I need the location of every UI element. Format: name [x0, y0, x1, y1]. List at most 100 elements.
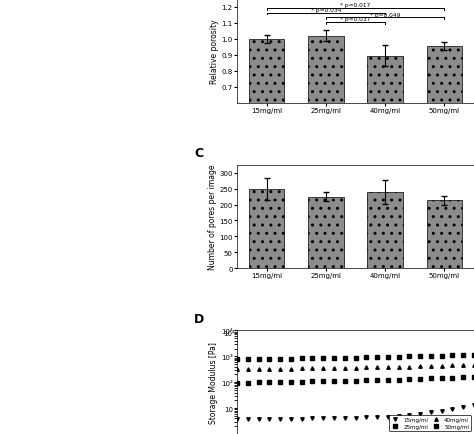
50mg/ml	[353, 355, 358, 360]
25mg/ml	[288, 379, 294, 385]
40mg/ml	[471, 362, 474, 368]
40mg/ml	[245, 367, 251, 372]
50mg/ml	[396, 354, 401, 359]
15mg/ml	[417, 411, 423, 417]
25mg/ml	[428, 376, 434, 381]
50mg/ml	[439, 353, 445, 358]
25mg/ml	[256, 380, 262, 385]
15mg/ml	[299, 416, 304, 421]
Bar	[367, 192, 403, 269]
25mg/ml	[331, 378, 337, 384]
Y-axis label: Number of pores per image: Number of pores per image	[208, 164, 217, 270]
15mg/ml	[277, 416, 283, 421]
50mg/ml	[374, 355, 380, 360]
50mg/ml	[266, 357, 272, 362]
15mg/ml	[353, 415, 358, 420]
15mg/ml	[471, 403, 474, 408]
25mg/ml	[450, 375, 456, 380]
Text: C: C	[194, 147, 203, 160]
Text: 10⁴: 10⁴	[223, 331, 235, 337]
15mg/ml	[407, 412, 412, 418]
Legend: 15mg/ml, 25mg/ml, 40mg/ml, 50mg/ml: 15mg/ml, 25mg/ml, 40mg/ml, 50mg/ml	[389, 415, 471, 431]
15mg/ml	[428, 410, 434, 415]
15mg/ml	[320, 416, 326, 421]
40mg/ml	[320, 366, 326, 371]
25mg/ml	[245, 380, 251, 385]
15mg/ml	[245, 416, 251, 421]
25mg/ml	[385, 377, 391, 382]
40mg/ml	[256, 367, 262, 372]
50mg/ml	[428, 354, 434, 359]
40mg/ml	[353, 365, 358, 370]
15mg/ml	[234, 416, 240, 421]
25mg/ml	[353, 378, 358, 383]
50mg/ml	[417, 354, 423, 359]
40mg/ml	[288, 366, 294, 372]
15mg/ml	[374, 414, 380, 420]
40mg/ml	[439, 363, 445, 368]
40mg/ml	[277, 366, 283, 372]
50mg/ml	[256, 357, 262, 362]
15mg/ml	[450, 406, 456, 411]
40mg/ml	[342, 365, 347, 371]
Text: D: D	[194, 312, 205, 326]
25mg/ml	[320, 379, 326, 384]
Line: 15mg/ml: 15mg/ml	[235, 404, 474, 421]
25mg/ml	[364, 378, 369, 383]
25mg/ml	[396, 377, 401, 382]
50mg/ml	[299, 356, 304, 361]
50mg/ml	[471, 352, 474, 358]
40mg/ml	[417, 364, 423, 369]
Line: 25mg/ml: 25mg/ml	[235, 375, 474, 385]
25mg/ml	[407, 377, 412, 382]
15mg/ml	[396, 413, 401, 418]
Y-axis label: Storage Modulus [Pa]: Storage Modulus [Pa]	[209, 342, 218, 423]
50mg/ml	[320, 356, 326, 361]
50mg/ml	[460, 353, 466, 358]
Line: 40mg/ml: 40mg/ml	[235, 363, 474, 372]
25mg/ml	[460, 375, 466, 380]
15mg/ml	[288, 416, 294, 421]
15mg/ml	[342, 415, 347, 421]
40mg/ml	[266, 366, 272, 372]
40mg/ml	[385, 365, 391, 370]
40mg/ml	[310, 366, 315, 371]
50mg/ml	[364, 355, 369, 360]
40mg/ml	[428, 364, 434, 369]
25mg/ml	[266, 380, 272, 385]
50mg/ml	[331, 355, 337, 361]
25mg/ml	[277, 379, 283, 385]
50mg/ml	[234, 357, 240, 362]
40mg/ml	[450, 363, 456, 368]
40mg/ml	[374, 365, 380, 370]
25mg/ml	[299, 379, 304, 385]
Text: * p=0.037: * p=0.037	[340, 17, 371, 23]
40mg/ml	[234, 367, 240, 372]
50mg/ml	[385, 355, 391, 360]
15mg/ml	[331, 416, 337, 421]
15mg/ml	[385, 414, 391, 419]
50mg/ml	[310, 356, 315, 361]
Text: * p=0.017: * p=0.017	[340, 3, 371, 8]
25mg/ml	[310, 379, 315, 384]
Bar	[427, 47, 462, 199]
50mg/ml	[407, 354, 412, 359]
15mg/ml	[439, 408, 445, 413]
40mg/ml	[331, 365, 337, 371]
Text: * p=0.049: * p=0.049	[370, 13, 401, 18]
40mg/ml	[299, 366, 304, 371]
Bar	[427, 201, 462, 269]
25mg/ml	[374, 378, 380, 383]
15mg/ml	[266, 416, 272, 421]
15mg/ml	[256, 416, 262, 421]
15mg/ml	[310, 416, 315, 421]
Y-axis label: Relative porosity: Relative porosity	[210, 20, 219, 84]
Bar	[249, 190, 284, 269]
Line: 50mg/ml: 50mg/ml	[235, 353, 474, 362]
Bar	[367, 56, 403, 199]
Text: * p=0.034: * p=0.034	[310, 8, 341, 13]
40mg/ml	[407, 364, 412, 369]
40mg/ml	[460, 363, 466, 368]
Bar	[249, 40, 284, 199]
40mg/ml	[396, 364, 401, 369]
